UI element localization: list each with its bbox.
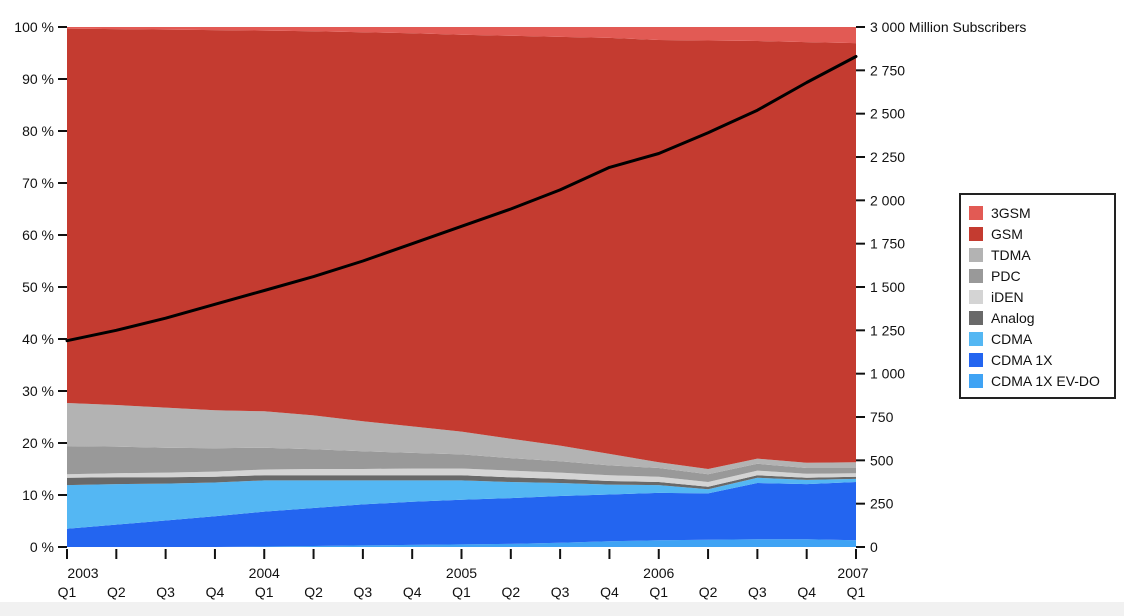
legend-label: PDC bbox=[991, 267, 1021, 284]
x-axis-quarter-label: Q3 bbox=[156, 584, 175, 600]
area-cdma bbox=[67, 477, 856, 529]
x-axis-quarter-label: Q3 bbox=[354, 584, 373, 600]
legend-swatch bbox=[969, 226, 983, 241]
legend-swatch bbox=[969, 268, 983, 283]
legend-item-cdma-1x-ev-do: CDMA 1X EV-DO bbox=[969, 370, 1114, 391]
legend-swatch bbox=[969, 247, 983, 262]
x-axis-quarter-label: Q1 bbox=[649, 584, 668, 600]
legend-swatch bbox=[969, 373, 983, 388]
legend-item-tdma: TDMA bbox=[969, 244, 1114, 265]
legend-label: GSM bbox=[991, 225, 1023, 242]
area-analog bbox=[67, 475, 856, 490]
legend-label: CDMA 1X EV-DO bbox=[991, 372, 1100, 389]
legend-item-iden: iDEN bbox=[969, 286, 1114, 307]
left-axis-tick-label: 60 % bbox=[22, 227, 54, 243]
legend-swatch bbox=[969, 352, 983, 367]
legend-item-3gsm: 3GSM bbox=[969, 202, 1114, 223]
left-axis-tick-label: 10 % bbox=[22, 487, 54, 503]
legend-item-analog: Analog bbox=[969, 307, 1114, 328]
area-cdma-1x bbox=[67, 482, 856, 547]
left-axis-tick-label: 50 % bbox=[22, 279, 54, 295]
legend-label: TDMA bbox=[991, 246, 1031, 263]
legend-swatch bbox=[969, 289, 983, 304]
area-pdc bbox=[67, 446, 856, 482]
x-axis-quarter-label: Q1 bbox=[255, 584, 274, 600]
x-axis-year-label: 2006 bbox=[643, 565, 674, 581]
legend-swatch bbox=[969, 205, 983, 220]
x-axis-quarter-label: Q4 bbox=[600, 584, 619, 600]
left-axis-tick-label: 80 % bbox=[22, 123, 54, 139]
right-axis-tick-label: 0 bbox=[870, 539, 878, 555]
left-axis-tick-label: 20 % bbox=[22, 435, 54, 451]
left-axis-tick-label: 70 % bbox=[22, 175, 54, 191]
legend-item-cdma: CDMA bbox=[969, 328, 1114, 349]
x-axis-quarter-label: Q2 bbox=[107, 584, 126, 600]
legend-label: iDEN bbox=[991, 288, 1024, 305]
x-axis-quarter-label: Q1 bbox=[58, 584, 77, 600]
right-axis-tick-label: 2 250 bbox=[870, 149, 905, 165]
right-axis-tick-label: 1 000 bbox=[870, 366, 905, 382]
right-axis-tick-label: 3 000 Million Subscribers bbox=[870, 19, 1026, 35]
area-tdma bbox=[67, 403, 856, 475]
window-bottom-strip bbox=[0, 602, 1124, 616]
x-axis-quarter-label: Q1 bbox=[452, 584, 471, 600]
x-axis-year-label: 2005 bbox=[446, 565, 477, 581]
x-axis-quarter-label: Q2 bbox=[304, 584, 323, 600]
x-axis-year-label: 2003 bbox=[67, 565, 98, 581]
x-axis-year-label: 2007 bbox=[837, 565, 868, 581]
x-axis-quarter-label: Q3 bbox=[748, 584, 767, 600]
right-axis-tick-label: 1 750 bbox=[870, 236, 905, 252]
legend-label: CDMA 1X bbox=[991, 351, 1053, 368]
right-axis-tick-label: 250 bbox=[870, 496, 894, 512]
chart-legend: 3GSM GSM TDMA PDC iDEN Analog CDMA CDMA 1X CDMA … bbox=[959, 193, 1116, 399]
x-axis-quarter-label: Q3 bbox=[551, 584, 570, 600]
left-axis-tick-label: 90 % bbox=[22, 71, 54, 87]
right-axis-tick-label: 2 750 bbox=[870, 62, 905, 78]
total-subscribers-line bbox=[65, 55, 858, 343]
x-axis-quarter-label: Q4 bbox=[797, 584, 816, 600]
legend-label: 3GSM bbox=[991, 204, 1031, 221]
area-iden bbox=[67, 468, 856, 487]
legend-label: CDMA bbox=[991, 330, 1033, 347]
left-axis-tick-label: 100 % bbox=[14, 19, 54, 35]
legend-item-pdc: PDC bbox=[969, 265, 1114, 286]
left-axis-tick-label: 40 % bbox=[22, 331, 54, 347]
x-axis-quarter-label: Q4 bbox=[206, 584, 225, 600]
right-axis-tick-label: 2 000 bbox=[870, 192, 905, 208]
area-cdma-1x-ev-do bbox=[67, 539, 856, 547]
legend-swatch bbox=[969, 310, 983, 325]
x-axis-quarter-label: Q2 bbox=[501, 584, 520, 600]
area-3gsm bbox=[67, 27, 856, 44]
legend-swatch bbox=[969, 331, 983, 346]
x-axis-quarter-label: Q4 bbox=[403, 584, 422, 600]
right-axis-tick-label: 1 250 bbox=[870, 322, 905, 338]
x-axis-year-label: 2004 bbox=[249, 565, 280, 581]
right-axis-tick-label: 1 500 bbox=[870, 279, 905, 295]
area-gsm bbox=[67, 28, 856, 469]
legend-item-cdma-1x: CDMA 1X bbox=[969, 349, 1114, 370]
left-axis-tick-label: 30 % bbox=[22, 383, 54, 399]
right-axis-tick-label: 2 500 bbox=[870, 106, 905, 122]
right-axis-tick-label: 750 bbox=[870, 409, 894, 425]
x-axis-quarter-label: Q1 bbox=[847, 584, 866, 600]
left-axis-tick-label: 0 % bbox=[30, 539, 54, 555]
right-axis-tick-label: 500 bbox=[870, 452, 894, 468]
legend-item-gsm: GSM bbox=[969, 223, 1114, 244]
legend-label: Analog bbox=[991, 309, 1035, 326]
x-axis-quarter-label: Q2 bbox=[699, 584, 718, 600]
